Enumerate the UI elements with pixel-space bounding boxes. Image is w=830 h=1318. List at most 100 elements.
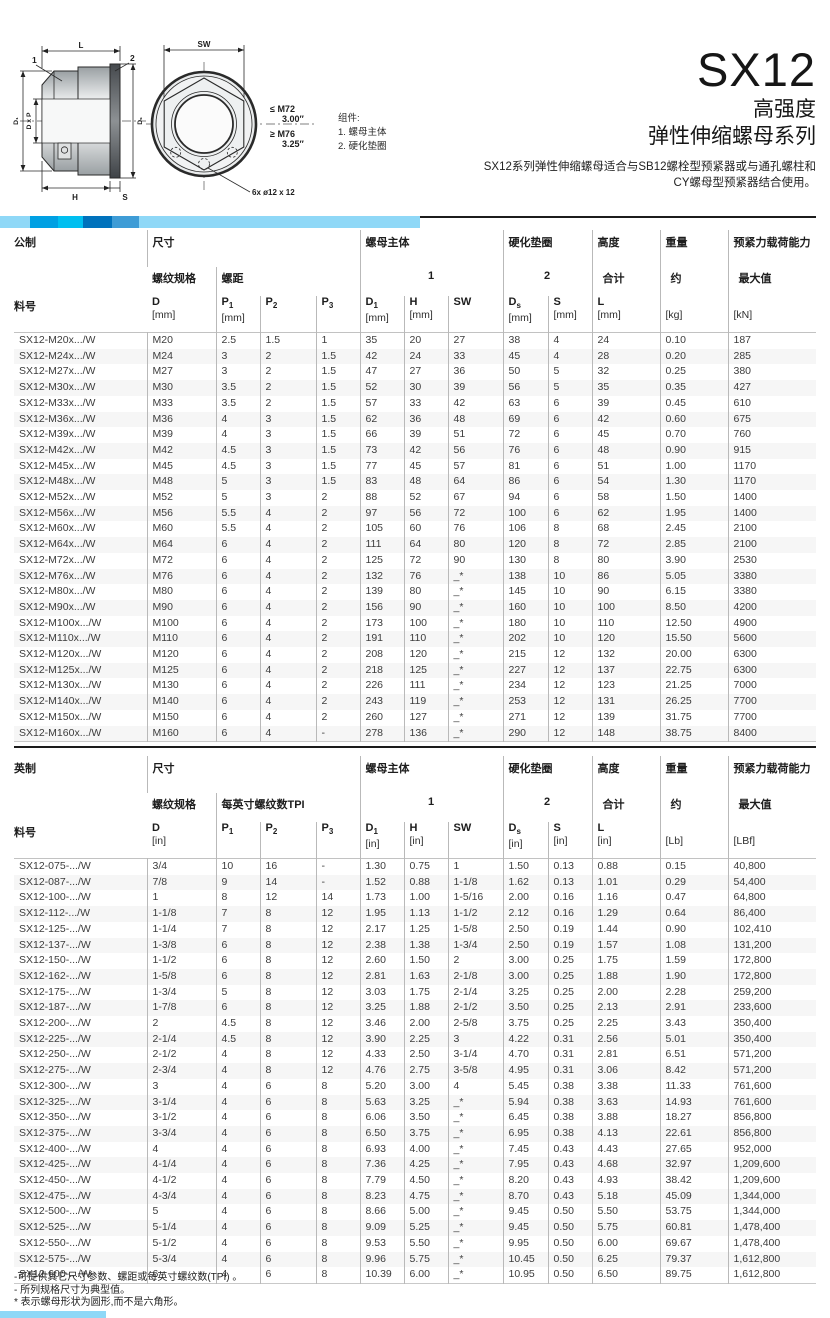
part-number-cell: SX12-225-.../W (19, 1032, 91, 1045)
value-cell: 125 (359, 552, 404, 569)
column-header: SW (447, 296, 503, 333)
value-cell: M20 (146, 332, 216, 349)
value-cell: _* (447, 709, 503, 726)
value-cell: 42 (591, 411, 660, 428)
value-cell: 45 (591, 427, 660, 443)
value-cell: M30 (146, 380, 216, 396)
value-cell: 6 (215, 968, 260, 985)
subheader-nut-body-num: 1 (359, 267, 503, 296)
column-header: P3 (315, 296, 360, 333)
part-number-cell: SX12-M72x.../W (19, 553, 96, 566)
subheader-weight-approx: 约 (659, 793, 728, 822)
value-cell: _* (447, 1204, 503, 1221)
value-cell: 0.31 (547, 1063, 592, 1079)
value-cell: 2 (447, 953, 503, 969)
value-cell: 0.64 (659, 906, 728, 922)
part-number-cell: SX12-M140x.../W (19, 695, 102, 708)
value-cell: 6 (259, 1235, 316, 1252)
value-cell: 2100 (727, 521, 816, 538)
value-cell: 2.17 (359, 921, 404, 938)
value-cell: M130 (146, 678, 216, 695)
value-cell: 1.13 (403, 906, 448, 922)
part-number-cell: SX12-M120x.../W (19, 648, 102, 661)
part-number-cell: SX12-112-.../W (19, 907, 90, 920)
value-cell: 27 (403, 364, 448, 381)
value-cell: 0.35 (659, 380, 728, 396)
column-header: [Lb] (659, 822, 728, 859)
value-cell: 0.16 (547, 906, 592, 922)
value-cell: 6 (547, 474, 592, 491)
value-cell: 8 (259, 1016, 316, 1032)
thread-note-ge: ≥ M76 (270, 129, 295, 139)
value-cell: 1,344,000 (727, 1204, 816, 1221)
value-cell: 148 (591, 725, 660, 742)
value-cell: M90 (146, 599, 216, 616)
value-cell: _* (447, 1235, 503, 1252)
value-cell: 4200 (727, 599, 816, 616)
value-cell: 8 (315, 1110, 360, 1126)
value-cell: 8 (259, 1000, 316, 1017)
value-cell: 3 (259, 427, 316, 443)
value-cell: 5.94 (502, 1094, 548, 1111)
value-cell: 0.43 (547, 1173, 592, 1189)
value-cell: 3 (215, 348, 260, 365)
value-cell: 60.81 (659, 1220, 728, 1236)
value-cell: 6.50 (591, 1267, 660, 1284)
value-cell: 77 (359, 458, 404, 475)
column-header: [kg] (659, 296, 728, 333)
value-cell: 6.50 (359, 1125, 404, 1142)
value-cell: 2.00 (502, 890, 548, 907)
value-cell: M39 (146, 427, 216, 443)
value-cell: 120 (502, 537, 548, 553)
value-cell: 130 (502, 552, 548, 569)
value-cell: 120 (403, 647, 448, 663)
value-cell: 38 (502, 332, 548, 349)
part-number-cell: SX12-M33x.../W (19, 396, 96, 409)
value-cell: 4.95 (502, 1063, 548, 1079)
value-cell: 1.25 (403, 921, 448, 938)
group-header-preload: 预紧力载荷能力 (727, 230, 816, 267)
value-cell: 1.59 (659, 953, 728, 969)
value-cell: 0.38 (547, 1125, 592, 1142)
value-cell: 4 (259, 599, 316, 616)
value-cell: 2-1/4 (146, 1031, 216, 1048)
value-cell: _* (447, 1251, 503, 1268)
value-cell: 3 (447, 1031, 503, 1048)
table-row: SX12-425-.../W 4-1/4 4 6 8 7.36 4.25 _* 7.95 0.43… (14, 1157, 816, 1174)
value-cell: 3.25 (502, 984, 548, 1001)
dim-label-s: S (122, 193, 128, 202)
table-row: SX12-M100x.../W M100 6 4 2 173 100 _* 180 10 110 12… (14, 615, 816, 632)
value-cell: 8 (315, 1188, 360, 1205)
column-header: Ds [mm] (502, 296, 548, 333)
value-cell: _* (447, 1094, 503, 1111)
callout-2: 2 (130, 53, 135, 63)
value-cell: M110 (146, 631, 216, 648)
value-cell: 6 (259, 1173, 316, 1189)
value-cell: 12 (315, 953, 360, 969)
part-number-cell: SX12-175-.../W (19, 985, 91, 998)
table-row: SX12-M64x.../W M64 6 4 2 111 64 80 120 8 72 2.85 210… (14, 537, 816, 553)
value-cell: 1.5 (315, 458, 360, 475)
value-cell: 14.93 (659, 1094, 728, 1111)
table-row: SX12-475-.../W 4-3/4 4 6 8 8.23 4.75 _* 8.70 0.43… (14, 1188, 816, 1205)
value-cell: 7/8 (146, 874, 216, 891)
table-row: SX12-300-.../W 3 4 6 8 5.20 3.00 4 5.45 0.38 3.38 1… (14, 1078, 816, 1095)
value-cell: 12 (315, 1031, 360, 1048)
column-header: D1 [in] (359, 822, 404, 859)
value-cell: 0.50 (547, 1220, 592, 1236)
part-number-cell: SX12-400-.../W (19, 1142, 91, 1155)
value-cell: 50 (502, 364, 548, 381)
value-cell: 3 (259, 458, 316, 475)
value-cell: _* (447, 678, 503, 695)
value-cell: M27 (146, 364, 216, 381)
value-cell: 72 (591, 537, 660, 553)
value-cell: _* (447, 1188, 503, 1205)
value-cell: 62 (359, 411, 404, 428)
value-cell: 51 (591, 458, 660, 475)
value-cell: 1.00 (659, 458, 728, 475)
value-cell: 6 (215, 584, 260, 600)
value-cell: M48 (146, 474, 216, 491)
value-cell: 12.50 (659, 615, 728, 632)
value-cell: 1.57 (591, 937, 660, 954)
value-cell: 30 (403, 380, 448, 396)
